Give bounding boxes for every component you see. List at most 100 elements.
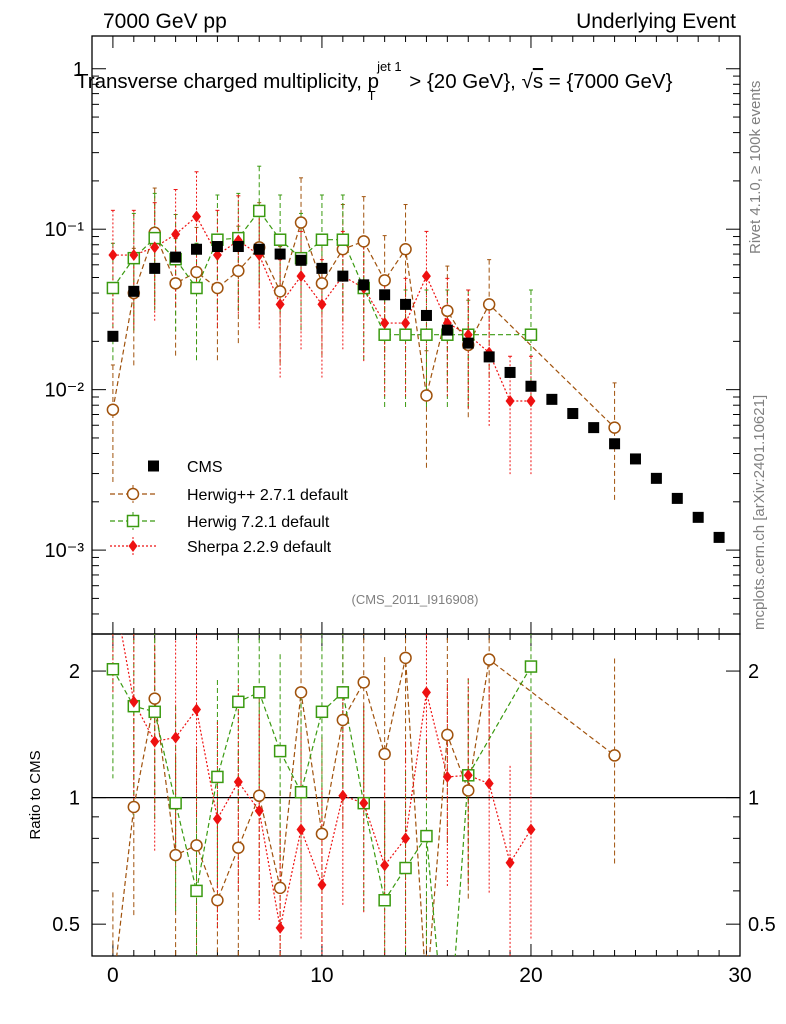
x-tick-label: 10 <box>310 964 333 987</box>
marker-cms <box>525 380 537 392</box>
ratio-y-tick-label: 0.5 <box>52 914 80 936</box>
x-tick-label: 20 <box>519 964 542 987</box>
marker-cms <box>462 337 474 349</box>
marker-sherpa <box>108 249 118 262</box>
ratio-marker-herwig <box>336 713 350 727</box>
ratio-marker-herwig <box>190 839 203 852</box>
marker-sherpa <box>275 298 285 311</box>
ratio-marker-herwig <box>399 861 412 875</box>
marker-cms <box>170 251 182 263</box>
marker-sherpa <box>526 394 536 407</box>
ratio-marker-sherpa <box>484 777 494 790</box>
ratio-marker-herwig <box>273 881 287 895</box>
ratio-ylabel: Ratio to CMS <box>27 750 44 839</box>
ratio-marker-sherpa <box>192 703 202 716</box>
y-tick-label: 1 <box>73 59 84 81</box>
legend-marker <box>128 540 138 552</box>
ratio-marker-sherpa <box>108 579 117 591</box>
title-sqrt: √ <box>522 70 534 93</box>
marker-cms <box>441 324 453 336</box>
marker-sherpa <box>296 270 306 283</box>
legend-marker <box>148 460 159 472</box>
header-left: 7000 GeV pp <box>103 10 227 33</box>
legend-label: CMS <box>187 459 223 476</box>
marker-cms <box>504 366 516 378</box>
title-sub: T <box>368 88 376 103</box>
marker-sherpa <box>317 298 327 311</box>
mcplots-label: mcplots.cern.ch [arXiv:2401.10621] <box>751 395 768 630</box>
marker-herwig <box>169 277 182 290</box>
marker-herwig <box>399 242 412 256</box>
ratio-marker-sherpa <box>296 823 306 836</box>
legend-label: Sherpa 2.2.9 default <box>187 539 332 556</box>
legend-marker <box>126 514 140 528</box>
ratio-marker-sherpa <box>150 735 160 748</box>
marker-cms <box>588 422 600 434</box>
marker-cms <box>546 393 558 405</box>
marker-herwig <box>420 328 433 341</box>
marker-sherpa <box>171 228 181 241</box>
ratio-marker-herwig <box>608 749 621 762</box>
marker-sherpa <box>192 210 202 223</box>
ratio-marker-sherpa <box>505 856 515 869</box>
ratio-marker-herwig <box>420 829 433 843</box>
title-pre: Transverse charged multiplicity, p <box>76 70 379 93</box>
legend-label: Herwig 7.2.1 default <box>187 514 330 531</box>
ratio-marker-sherpa <box>233 775 243 788</box>
marker-sherpa <box>129 249 139 262</box>
ratio-marker-herwig <box>315 827 329 841</box>
marker-herwig <box>232 264 245 278</box>
legend-marker <box>126 487 140 501</box>
marker-cms <box>379 289 391 301</box>
ratio-marker-sherpa <box>171 731 181 744</box>
marker-herwig <box>315 277 329 290</box>
marker-cms <box>107 330 119 342</box>
ratio-marker-herwig <box>441 728 454 742</box>
ratio-marker-herwig <box>169 848 182 862</box>
ratio-frame <box>91 633 741 957</box>
ratio-marker-herwig <box>211 770 224 784</box>
marker-cms <box>274 248 286 260</box>
marker-herwig <box>336 233 350 246</box>
marker-herwig <box>378 274 391 287</box>
ratio-marker-herwig <box>421 989 432 1000</box>
marker-cms <box>400 298 412 310</box>
ratio-marker-herwig <box>357 676 370 689</box>
ratio-marker-sherpa <box>380 859 390 872</box>
ratio-marker-sherpa <box>275 921 285 934</box>
marker-cms <box>650 472 662 484</box>
marker-cms <box>629 453 641 465</box>
marker-cms <box>253 243 265 255</box>
marker-cms <box>337 270 349 282</box>
marker-herwig <box>420 389 433 402</box>
ratio-marker-herwig <box>148 705 161 719</box>
marker-cms <box>483 351 495 363</box>
marker-herwig <box>106 403 120 416</box>
y-tick-label: 10⁻¹ <box>45 219 85 241</box>
ratio-y-tick-label-right: 0.5 <box>748 914 776 936</box>
marker-cms <box>567 408 579 420</box>
ratio-series <box>106 579 621 1000</box>
ratio-marker-herwig <box>399 651 412 665</box>
ratio-marker-sherpa <box>317 878 327 891</box>
marker-herwig <box>399 328 412 341</box>
marker-herwig <box>357 235 370 248</box>
y-tick-label: 10⁻² <box>45 380 85 402</box>
y-tick-label: 10⁻³ <box>45 540 85 562</box>
marker-herwig <box>211 281 224 295</box>
marker-cms <box>211 241 223 253</box>
title-s: s <box>533 70 543 93</box>
ratio-y-tick-label-right: 2 <box>748 661 759 683</box>
ratio-marker-herwig <box>252 789 266 803</box>
marker-sherpa <box>421 270 431 283</box>
ratio-marker-herwig <box>482 653 496 666</box>
ratio-marker-herwig <box>252 686 266 699</box>
ratio-marker-herwig <box>315 705 329 719</box>
marker-herwig <box>190 281 203 295</box>
rivet-label: Rivet 4.1.0, ≥ 100k events <box>747 81 764 254</box>
marker-cms <box>316 262 328 274</box>
ratio-marker-sherpa <box>212 812 222 825</box>
marker-cms <box>692 511 704 523</box>
